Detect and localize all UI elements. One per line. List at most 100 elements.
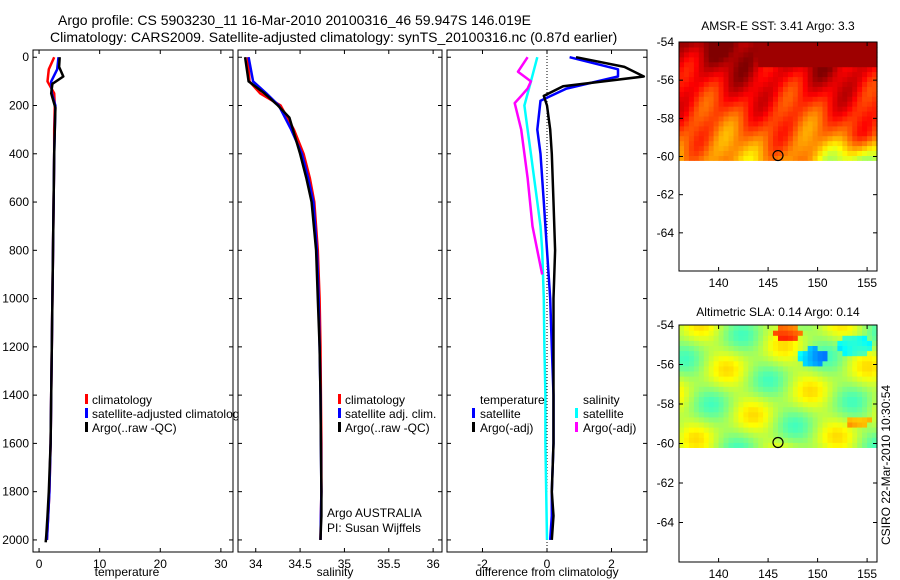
heatmap-cell bbox=[847, 115, 853, 122]
heatmap-cell bbox=[812, 406, 819, 413]
heatmap-cell bbox=[743, 325, 749, 331]
heatmap-cell bbox=[743, 145, 749, 151]
heatmap-cell bbox=[728, 101, 735, 107]
legend-swatch-climatology bbox=[338, 394, 341, 404]
heatmap-cell bbox=[792, 416, 799, 423]
heatmap-cell bbox=[758, 61, 764, 68]
heatmap-cell bbox=[768, 325, 774, 331]
heatmap-cell bbox=[708, 101, 715, 107]
heatmap-cell bbox=[862, 406, 868, 413]
heatmap-cell bbox=[713, 370, 720, 377]
heatmap-cell bbox=[857, 91, 863, 97]
heatmap-cell bbox=[768, 340, 774, 346]
heatmap-cell bbox=[753, 345, 759, 352]
heatmap-cell bbox=[812, 365, 819, 372]
heatmap-cell bbox=[867, 145, 873, 151]
heatmap-cell bbox=[698, 125, 705, 132]
heatmap-cell bbox=[802, 370, 809, 377]
heatmap-cell bbox=[768, 56, 774, 63]
heatmap-cell bbox=[797, 411, 804, 418]
heatmap-cell bbox=[797, 130, 804, 137]
heatmap-cell bbox=[862, 106, 868, 112]
heatmap-cell bbox=[852, 101, 858, 107]
heatmap-cell bbox=[867, 106, 873, 112]
heatmap-cell bbox=[773, 42, 779, 48]
heatmap-cell bbox=[743, 115, 749, 122]
heatmap-cell bbox=[723, 81, 730, 87]
heatmap-cell bbox=[807, 416, 814, 423]
heatmap-cell bbox=[708, 140, 715, 147]
heatmap-cell bbox=[684, 355, 690, 362]
heatmap-cell bbox=[753, 125, 759, 132]
heatmap-cell bbox=[748, 411, 754, 418]
heatmap-cell bbox=[773, 56, 779, 63]
heatmap-cell bbox=[783, 46, 789, 53]
heatmap-cell bbox=[743, 360, 749, 367]
heatmap-cell bbox=[778, 340, 784, 346]
heatmap-cell bbox=[763, 401, 769, 408]
heatmap-cell bbox=[684, 335, 690, 341]
heatmap-cell bbox=[718, 76, 725, 82]
heatmap-cell bbox=[773, 120, 779, 127]
heatmap-cell bbox=[688, 365, 695, 372]
heatmap-cell bbox=[827, 135, 834, 142]
heatmap-cell bbox=[713, 381, 720, 387]
heatmap-cell bbox=[817, 115, 824, 122]
heatmap-cell bbox=[768, 145, 774, 151]
heatmap-cell bbox=[872, 360, 878, 367]
heatmap-cell bbox=[872, 42, 878, 48]
heatmap-cell bbox=[783, 427, 789, 433]
heatmap-cell bbox=[867, 330, 873, 336]
heatmap-cell bbox=[708, 46, 715, 53]
heatmap-cell bbox=[812, 442, 819, 448]
heatmap-cell bbox=[703, 135, 710, 142]
heatmap-cell bbox=[792, 330, 799, 336]
heatmap-cell bbox=[718, 91, 725, 97]
heatmap-cell bbox=[773, 381, 779, 387]
heatmap-cell bbox=[743, 365, 749, 372]
heatmap-cell bbox=[718, 406, 725, 413]
heatmap-cell bbox=[703, 406, 710, 413]
y-tick-label: 200 bbox=[9, 99, 29, 113]
heatmap-cell bbox=[797, 71, 804, 78]
heatmap-cell bbox=[817, 42, 824, 48]
heatmap-cell bbox=[684, 145, 690, 151]
heatmap-cell bbox=[783, 421, 789, 428]
heatmap-cell bbox=[723, 427, 730, 433]
heatmap-cell bbox=[867, 325, 873, 331]
heatmap-cell bbox=[857, 396, 863, 403]
heatmap-cell bbox=[753, 150, 759, 156]
heatmap-cell bbox=[827, 145, 834, 151]
heatmap-cell bbox=[679, 66, 685, 73]
heatmap-cell bbox=[783, 76, 789, 82]
heatmap-cell bbox=[822, 421, 829, 428]
heatmap-cell bbox=[862, 330, 868, 336]
heatmap-cell bbox=[693, 71, 700, 78]
x-tick-label: 34 bbox=[249, 557, 263, 571]
heatmap-cell bbox=[758, 401, 764, 408]
heatmap-cell bbox=[857, 51, 863, 58]
heatmap-cell bbox=[723, 370, 730, 377]
heatmap-cell bbox=[748, 396, 754, 403]
heatmap-cell bbox=[693, 101, 700, 107]
heatmap-cell bbox=[827, 340, 834, 346]
heatmap-cell bbox=[773, 360, 779, 367]
heatmap-cell bbox=[787, 155, 794, 161]
heatmap-cell bbox=[802, 432, 809, 438]
heatmap-cell bbox=[817, 432, 824, 438]
heatmap-cell bbox=[852, 66, 858, 73]
heatmap-cell bbox=[728, 56, 735, 63]
heatmap-cell bbox=[837, 46, 843, 53]
heatmap-cell bbox=[758, 46, 764, 53]
heatmap-cell bbox=[763, 51, 769, 58]
heatmap-cell bbox=[763, 391, 769, 397]
heatmap-cell bbox=[728, 130, 735, 137]
heatmap-cell bbox=[708, 381, 715, 387]
legend-label-temp-satellite: satellite bbox=[480, 407, 521, 421]
heatmap-cell bbox=[812, 340, 819, 346]
heatmap-cell bbox=[827, 396, 834, 403]
heatmap-cell bbox=[832, 96, 838, 102]
heatmap-cell bbox=[698, 386, 705, 392]
heatmap-cell bbox=[768, 381, 774, 387]
heatmap-cell bbox=[713, 130, 720, 137]
